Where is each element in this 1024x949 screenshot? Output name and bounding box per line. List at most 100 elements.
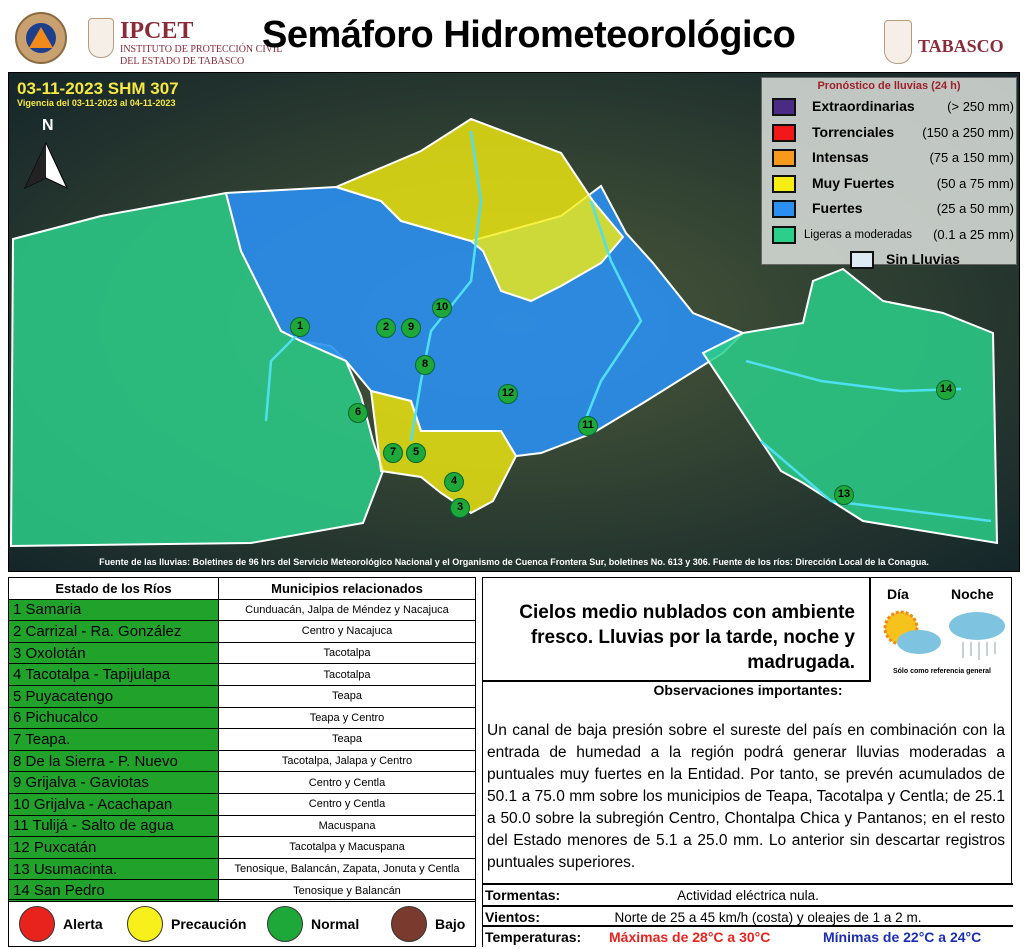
status-label: Precaución [171,916,247,932]
legend-item: Intensas (75 a 150 mm) [772,147,1014,169]
north-label: N [42,117,54,134]
river-station-marker[interactable]: 10 [432,298,452,318]
river-station-marker[interactable]: 2 [376,318,396,338]
storms-label: Tormentas: [485,887,561,903]
table-row: 12 Puxcatán Tacotalpa y Macuspana [8,836,476,859]
legend-title: Pronóstico de lluvias (24 h) [817,80,961,92]
legend-item: Muy Fuertes (50 a 75 mm) [772,173,1014,195]
related-municipalities: Cunduacán, Jalpa de Méndez y Nacajuca [218,598,476,622]
river-station-marker[interactable]: 14 [936,380,956,400]
temperatures-label: Temperaturas: [485,929,582,945]
legend-range: (150 a 250 mm) [922,124,1014,140]
legend-range: (> 250 mm) [947,99,1014,114]
river-name: 5 Puyacatengo [8,684,219,708]
related-municipalities: Centro y Centla [218,771,476,794]
river-station-marker[interactable]: 9 [401,318,421,338]
tabasco-coat-of-arms-icon [88,18,114,58]
legend-label: Intensas [812,149,869,165]
observations-text: Un canal de baja presión sobre el surest… [487,722,1005,871]
winds-label: Vientos: [485,909,540,925]
legend-item: Fuertes (25 a 50 mm) [772,198,1014,220]
related-municipalities: Tacotalpa, Jalapa y Centro [218,749,476,773]
rain-legend: Pronóstico de lluvias (24 h) Extraordina… [761,77,1017,269]
legend-item: Ligeras a moderadas (0.1 a 25 mm) [772,224,1014,246]
table-row: 7 Teapa. Teapa [8,728,476,751]
region-ligeras-east [701,267,999,545]
civil-protection-seal-icon [15,12,67,64]
river-name: 1 Samaria [8,598,219,622]
related-municipalities: Macuspana [218,814,476,838]
related-municipalities: Tacotalpa [218,641,476,665]
legend-label: Sin Lluvias [886,251,960,267]
validity-period: Vigencia del 03-11-2023 al 04-11-2023 [17,98,176,108]
table-row: 2 Carrizal - Ra. González Centro y Nacaju… [8,620,476,643]
river-station-marker[interactable]: 1 [290,317,310,337]
river-name: 6 Pichucalco [8,706,219,730]
legend-swatch [772,98,796,116]
river-station-marker[interactable]: 8 [415,355,435,375]
legend-swatch [850,251,874,269]
rain-cloud-icon [949,612,1005,660]
legend-item: Torrenciales (150 a 250 mm) [772,122,1014,144]
region-muy-fuertes-south [369,389,518,515]
temperatures-row: Temperaturas: Máximas de 28°C a 30°C Mín… [483,925,1013,948]
forecast-panel: Cielos medio nublados con ambiente fresc… [482,577,1013,948]
reference-note: Sólo como referencia general [892,668,992,675]
table-row: 9 Grijalva - Gaviotas Centro y Centla [8,771,476,794]
table-row: 1 Samaria Cunduacán, Jalpa de Méndez y Na… [8,598,476,622]
legend-range: (0.1 a 25 mm) [933,226,1014,242]
legend-swatch [772,225,796,244]
status-dot-icon [19,906,55,942]
river-name: 4 Tacotalpa - Tapijulapa [8,663,219,686]
night-label: Noche [951,586,994,602]
river-station-marker[interactable]: 11 [578,416,598,436]
column-header-river-status: Estado de los Ríos [8,577,219,600]
table-row: 13 Usumacinta. Tenosique, Balancán, Zapat… [8,857,476,881]
river-station-marker[interactable]: 7 [383,443,403,463]
related-municipalities: Tacotalpa y Macuspana [218,836,476,859]
bulletin-id: 03-11-2023 SHM 307 [17,79,179,98]
river-station-marker[interactable]: 6 [348,403,368,423]
river-station-marker[interactable]: 3 [450,498,470,518]
river-name: 13 Usumacinta. [8,857,219,881]
table-row: 6 Pichucalco Teapa y Centro [8,706,476,730]
winds-row: Vientos: Norte de 25 a 45 km/h (costa) y… [483,905,1013,927]
day-night-box: Día Noche Sólo como referencia general [871,578,1013,682]
river-name: 3 Oxolotán [8,641,219,665]
observations-title: Observaciones importantes: [653,682,843,698]
river-station-marker[interactable]: 5 [406,443,426,463]
status-dot-icon [391,906,427,942]
status-label: Bajo [435,916,466,932]
related-municipalities: Tenosique, Balancán, Zapata, Jonuta y Ce… [218,857,476,881]
rain-forecast-map: N 03-11-2023 SHM 307 Vigencia del 03-11-… [8,72,1020,572]
river-name: 14 San Pedro [8,879,219,902]
river-name: 2 Carrizal - Ra. González [8,620,219,643]
table-row: 8 De la Sierra - P. Nuevo Tacotalpa, Jala… [8,749,476,773]
river-station-marker[interactable]: 12 [498,384,518,404]
river-status-legend: Alerta Precaución Normal Bajo [8,899,476,947]
river-station-marker[interactable]: 13 [834,485,854,505]
legend-swatch [772,149,796,167]
river-name: 7 Teapa. [8,728,219,751]
storms-row: Tormentas: Actividad eléctrica nula. [483,883,1013,905]
weather-icons [883,610,1005,660]
river-station-marker[interactable]: 4 [444,472,464,492]
table-row: 14 San Pedro Tenosique y Balancán [8,879,476,902]
table-row: 4 Tacotalpa - Tapijulapa Tacotalpa [8,663,476,686]
compass-north-arrow-icon [23,141,69,190]
winds-value: Norte de 25 a 45 km/h (costa) y oleajes … [614,910,922,925]
legend-item: Sin Lluvias [772,249,1014,271]
legend-swatch [772,174,796,193]
river-name: 11 Tulijá - Salto de agua [8,814,219,838]
related-municipalities: Tenosique y Balancán [218,879,476,902]
min-temperature: Mínimas de 22°C a 24°C [823,929,982,945]
river-name: 10 Grijalva - Acachapan [8,792,219,816]
max-temperature: Máximas de 28°C a 30°C [609,929,771,945]
sun-cloud-icon [883,610,941,654]
related-municipalities: Teapa [218,684,476,708]
river-name: 9 Grijalva - Gaviotas [8,771,219,794]
table-row: 10 Grijalva - Acachapan Centro y Centla [8,792,476,816]
legend-label: Torrenciales [812,123,895,140]
legend-label: Ligeras a moderadas [804,228,913,241]
related-municipalities: Teapa [218,728,476,751]
